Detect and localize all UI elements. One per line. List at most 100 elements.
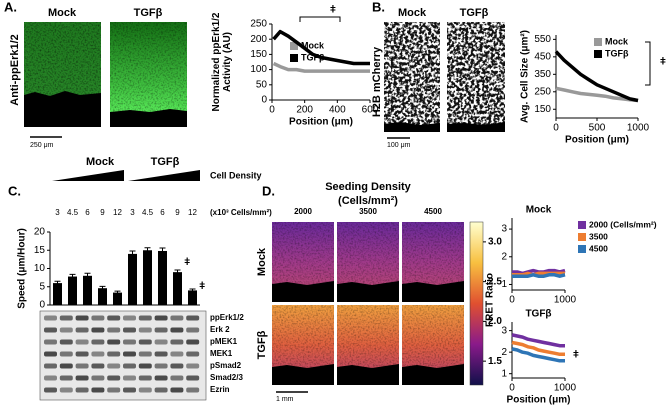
legend-swatch — [594, 38, 602, 46]
density-wedge — [128, 170, 200, 181]
blot-band — [170, 363, 184, 369]
y-tick-label: 5 — [39, 281, 45, 292]
y-tick-label: 250 — [534, 86, 551, 97]
series-line — [511, 347, 565, 363]
blot-band — [186, 339, 200, 345]
blot-label: Erk 2 — [210, 325, 230, 334]
row-label: TGFβ — [256, 330, 268, 359]
error-bar — [174, 269, 181, 275]
annotation: ǂ — [330, 5, 336, 16]
legend-swatch — [290, 54, 298, 62]
y-tick-label: 350 — [534, 69, 551, 80]
blot-band — [138, 327, 152, 333]
group-label: TGFβ — [151, 156, 180, 168]
blot-band — [75, 315, 89, 321]
blot-band — [44, 387, 57, 393]
x-tick-label: 12 — [113, 208, 122, 217]
blot-band — [186, 327, 200, 333]
y-tick-label: 3 — [501, 224, 507, 235]
y-tick-label: 0 — [261, 95, 267, 106]
blot-band — [170, 339, 184, 345]
y-axis-label: Normalized ppErk1/2 — [211, 12, 222, 111]
y-tick-label: 100 — [250, 64, 267, 75]
blot-band — [44, 327, 57, 333]
blot-band — [107, 387, 121, 393]
y-tick-label: 20 — [34, 227, 46, 238]
blot-band — [91, 375, 105, 381]
blot-band — [154, 363, 168, 369]
blot-band — [123, 387, 136, 393]
bar — [98, 288, 107, 305]
error-bar — [159, 247, 166, 254]
x-tick-label: 6 — [160, 208, 165, 217]
series-line — [511, 333, 565, 348]
annotation: ǂ — [573, 350, 579, 361]
blot-band — [59, 339, 73, 345]
group-label: Mock — [86, 156, 115, 168]
colorbar-tick-label: 2.5 — [488, 276, 502, 287]
x-tick-label: 6 — [85, 208, 90, 217]
blot-band — [59, 387, 73, 393]
bar — [173, 272, 182, 305]
series-line — [272, 29, 370, 66]
blot-band — [91, 315, 105, 321]
annotation: ǂ — [199, 281, 205, 292]
error-bar — [99, 285, 106, 291]
blot-band — [123, 327, 136, 333]
row-label: Mock — [256, 247, 268, 276]
bar — [143, 250, 152, 305]
blot-band — [154, 339, 168, 345]
density-unit: (x10³ Cells/mm²) — [210, 208, 272, 217]
dark-region — [337, 364, 399, 385]
blot-band — [154, 327, 168, 333]
legend-swatch — [578, 221, 586, 229]
blot-band — [170, 387, 184, 393]
colorbar-tick-label: 2.0 — [488, 316, 502, 327]
blot-band — [44, 363, 57, 369]
error-bar — [84, 272, 91, 279]
y-tick-label: 2 — [501, 251, 507, 262]
blot-band — [75, 363, 89, 369]
column-label: Mock — [398, 7, 427, 19]
panel-letter: A. — [4, 0, 17, 14]
y-tick-label: 150 — [534, 104, 551, 115]
blot-band — [44, 315, 57, 321]
blot-band — [107, 327, 121, 333]
series-line — [512, 273, 566, 278]
legend-label: TGFβ — [301, 52, 325, 62]
legend-label: 2000 (Cells/mm²) — [589, 219, 657, 229]
legend-label: Mock — [301, 40, 325, 50]
colorbar-tick-label: 3.0 — [488, 237, 502, 248]
error-bar — [114, 290, 121, 295]
bar — [188, 290, 197, 305]
density-label: Cell Density — [210, 170, 262, 180]
micrograph — [447, 22, 505, 132]
column-label: TGFβ — [134, 7, 163, 19]
x-tick-label: 3 — [55, 208, 60, 217]
scale-bar-label: 100 μm — [387, 142, 411, 149]
y-tick-label: 10 — [34, 263, 46, 274]
blot-band — [123, 375, 136, 381]
row-label: Anti-ppErk1/2 — [9, 34, 21, 106]
blot-band — [123, 351, 136, 357]
colorbar-tick-label: 1.5 — [488, 356, 502, 367]
blot-label: ppErk1/2 — [210, 313, 244, 322]
blot-band — [170, 315, 184, 321]
blot-band — [154, 315, 168, 321]
x-tick-label: 0 — [509, 295, 515, 306]
y-tick-label: 3 — [501, 325, 507, 336]
blot-band — [138, 315, 152, 321]
blot-band — [154, 375, 168, 381]
x-tick-label: 400 — [329, 105, 346, 116]
panel-letter: D. — [262, 183, 275, 198]
blot-band — [75, 327, 89, 333]
y-tick-label: 250 — [250, 19, 267, 30]
blot-band — [59, 327, 73, 333]
blot-band — [75, 375, 89, 381]
blot-band — [138, 363, 152, 369]
error-bar — [69, 273, 76, 279]
chart-title: TGFβ — [525, 309, 551, 320]
blot-band — [170, 351, 184, 357]
chart-title: Mock — [526, 205, 552, 216]
x-tick-label: 1000 — [627, 123, 650, 134]
